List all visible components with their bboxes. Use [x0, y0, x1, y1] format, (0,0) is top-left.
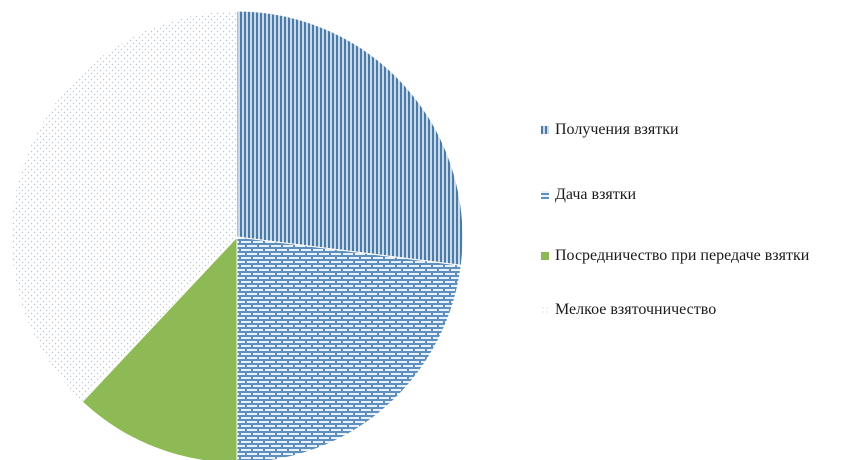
legend-label-receiving-bribe: Получения взятки [555, 121, 679, 138]
pie-slices [10, 10, 464, 460]
pie-slice-intermediation [81, 235, 238, 460]
legend-item-giving-bribe: Дача взятки [541, 186, 835, 204]
pie-slice-giving-bribe [236, 236, 462, 460]
legend-label-petty-bribery: Мелкое взяточничество [555, 301, 717, 318]
legend-item-intermediation: Посредничество при передаче взятки [541, 247, 835, 265]
legend-swatch-petty-bribery [541, 306, 549, 314]
pie-slice-receiving-bribe [236, 10, 464, 266]
legend-swatch-receiving-bribe [541, 126, 549, 134]
legend-swatch-giving-bribe [541, 191, 549, 199]
legend-item-petty-bribery: Мелкое взяточничество [541, 301, 835, 319]
legend-label-giving-bribe: Дача взятки [555, 186, 637, 203]
legend-label-intermediation: Посредничество при передаче взятки [555, 247, 810, 264]
legend-swatch-intermediation [541, 252, 549, 260]
legend-item-receiving-bribe: Получения взятки [541, 121, 835, 139]
pie-slice-petty-bribery [10, 10, 238, 403]
